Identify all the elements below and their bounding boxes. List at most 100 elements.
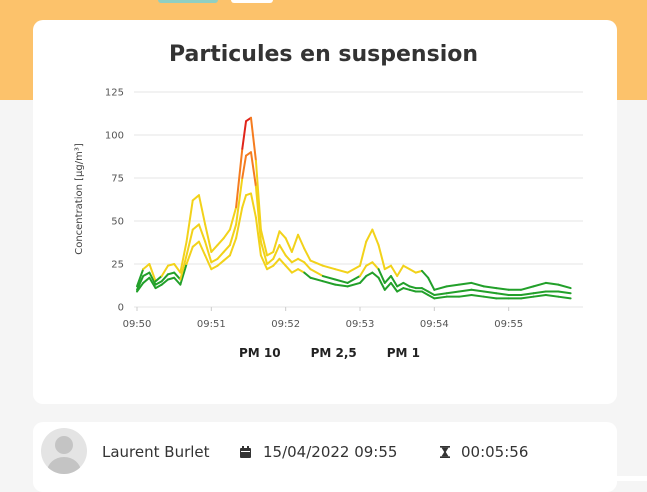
series-segment (228, 237, 238, 257)
chart-card (33, 20, 617, 404)
series-segment (557, 283, 572, 290)
series-segment (154, 280, 163, 286)
series-segment (142, 276, 151, 284)
series-segment (433, 285, 448, 291)
y-tick-label: 75 (111, 174, 124, 185)
series-segment (377, 244, 386, 271)
series-segment (136, 281, 145, 293)
series-segment (346, 281, 361, 288)
series-segment (371, 228, 380, 247)
series-segment (259, 254, 269, 271)
series-segment (254, 216, 262, 257)
series-segment (290, 233, 300, 253)
series-segment (396, 287, 405, 293)
series-segment (235, 177, 244, 226)
series-segment (420, 287, 430, 293)
x-tick-label: 09:55 (494, 319, 523, 330)
series-segment (249, 151, 257, 188)
series-segment (427, 276, 436, 291)
legend-item-pm10[interactable]: PM 10 (238, 346, 281, 360)
series-segment (278, 230, 287, 240)
series-segment (495, 292, 510, 296)
series-segment (228, 223, 238, 247)
series-segment (346, 275, 361, 284)
series-segment (142, 271, 151, 278)
series-segment (359, 240, 368, 267)
series-segment (259, 240, 269, 265)
series-segment (148, 263, 157, 283)
series-segment (136, 268, 145, 288)
series-segment (445, 290, 461, 295)
y-tick-label: 125 (105, 88, 124, 99)
series-segment (365, 228, 374, 243)
legend-item-pm25[interactable]: PM 2,5 (310, 346, 357, 360)
series-segment (377, 276, 386, 291)
series-segment (334, 278, 349, 284)
series-segment (191, 240, 200, 248)
series-segment (148, 271, 157, 286)
series-segment (197, 194, 207, 226)
series-segment (290, 257, 300, 264)
series-segment (346, 264, 361, 274)
series-segment (365, 261, 374, 267)
series-segment (284, 264, 293, 274)
series-segment (482, 290, 498, 295)
series-segment (210, 244, 219, 253)
series-segment (414, 269, 423, 274)
series-segment (371, 261, 380, 271)
grid (134, 91, 583, 308)
series-segment (241, 120, 248, 150)
series-segment (284, 254, 293, 264)
series-segment (179, 254, 188, 281)
series-segment (222, 254, 231, 262)
series-segment (544, 281, 560, 286)
series-segment (458, 293, 473, 298)
x-tick-label: 09:54 (420, 319, 449, 330)
tab-indicator-2[interactable] (231, 0, 273, 3)
series-segment (544, 293, 560, 298)
session-duration: 00:05:56 (461, 443, 529, 461)
series-segment (297, 268, 306, 274)
series-segment (154, 283, 163, 290)
series-segment (148, 276, 157, 290)
x-axis: 09:50 09:51 09:52 09:53 09:54 09:55 (123, 307, 523, 330)
series-segment (470, 293, 485, 298)
tab-indicator[interactable] (158, 0, 218, 3)
series-segment (557, 295, 572, 300)
series-segment (458, 288, 473, 293)
series-segment (204, 223, 213, 253)
series-segment (520, 295, 535, 300)
y-tick-label: 25 (111, 260, 124, 271)
series-segment (272, 257, 281, 267)
series-segment (284, 237, 293, 253)
series-segment (179, 263, 188, 286)
series-segment (191, 194, 200, 202)
series-segment (383, 264, 392, 271)
series-segment (254, 159, 262, 231)
series-segment (160, 264, 169, 278)
series-segment (321, 264, 337, 271)
series-segment (532, 290, 547, 295)
hourglass-icon (440, 446, 450, 458)
series-segment (166, 263, 176, 267)
series-segment (297, 233, 306, 250)
series-segment (402, 264, 411, 271)
series-segment (359, 275, 368, 284)
series-segment (241, 154, 248, 179)
legend-item-pm1[interactable]: PM 1 (386, 346, 421, 360)
series-segment (216, 250, 225, 260)
series-segment (216, 237, 225, 247)
series-segment (389, 264, 399, 278)
series-segment (520, 285, 535, 291)
series-segment (278, 244, 287, 257)
series-segment (290, 268, 300, 274)
series-segment (433, 292, 448, 296)
series-segment (309, 276, 324, 283)
series-segment (396, 264, 405, 278)
series-segment (235, 147, 244, 209)
series-segment (402, 281, 411, 288)
y-tick-label: 0 (118, 303, 124, 314)
series-segment (191, 223, 200, 231)
x-tick-label: 09:51 (197, 319, 226, 330)
series-segment (321, 275, 337, 281)
